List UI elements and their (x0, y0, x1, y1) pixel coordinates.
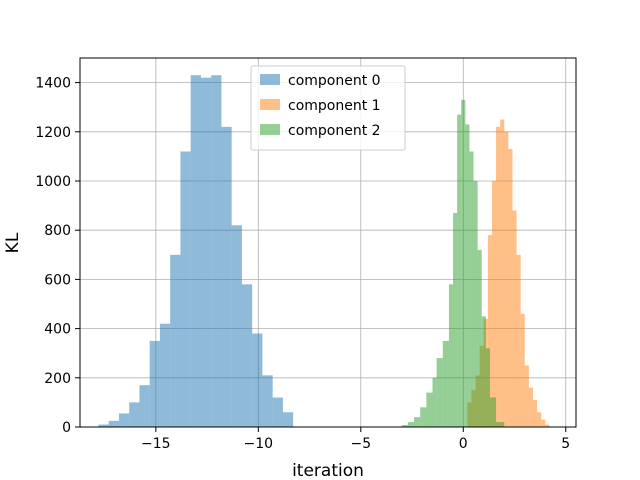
histogram-bar (129, 402, 140, 427)
histogram-bar (407, 422, 415, 427)
legend-swatch (260, 74, 280, 85)
histogram-bar (465, 124, 470, 428)
histogram-bar (401, 425, 408, 427)
histogram-bar (432, 377, 437, 427)
histogram-bar (491, 181, 497, 427)
y-tick-label: 1000 (35, 174, 71, 190)
x-tick-label: −15 (141, 436, 171, 452)
histogram-bar (477, 249, 482, 427)
y-tick-label: 800 (44, 223, 71, 239)
histogram-bar (485, 348, 490, 427)
histogram-bar (118, 413, 130, 427)
histogram-bar (516, 254, 521, 427)
histogram-bar (487, 235, 492, 427)
histogram-bar (414, 417, 421, 427)
histogram-bar (496, 422, 505, 427)
y-tick-label: 1200 (35, 125, 71, 141)
histogram-bar (528, 387, 533, 427)
histogram-bar (231, 225, 242, 427)
y-tick-label: 600 (44, 272, 71, 288)
histogram-bar (442, 340, 449, 427)
plot-frame (79, 57, 577, 428)
histogram-bar (496, 126, 501, 427)
histogram-bar (508, 149, 513, 427)
histogram-bar (473, 181, 478, 427)
histogram-bar (436, 358, 443, 427)
histogram-bars (98, 75, 550, 428)
histogram-bar (252, 333, 263, 427)
x-axis-label: iteration (292, 461, 364, 480)
x-tick-label: 5 (561, 436, 570, 452)
x-tick-label: −10 (244, 436, 274, 452)
histogram-bar (211, 75, 222, 427)
histogram-bar (520, 313, 525, 427)
histogram-bar (532, 399, 538, 427)
histogram-bar (537, 412, 542, 427)
histogram-bar (108, 420, 119, 427)
histogram-bar (448, 284, 454, 427)
legend-frame (250, 65, 406, 151)
legend-swatch (260, 99, 280, 110)
x-tick-label: −5 (350, 436, 371, 452)
histogram-bar (190, 75, 201, 427)
histogram-bar (457, 114, 462, 427)
legend-label: component 2 (288, 123, 381, 139)
legend-swatch (260, 124, 280, 135)
histogram-bar (426, 392, 433, 427)
legend-label: component 0 (288, 73, 381, 89)
histogram-bar (170, 254, 181, 427)
y-tick-label: 200 (44, 371, 71, 387)
x-tick-label: 0 (459, 436, 468, 452)
histogram-bar (512, 210, 517, 427)
y-tick-label: 1400 (35, 76, 71, 92)
histogram-bar (461, 99, 466, 427)
y-axis-label: KL (3, 232, 23, 253)
histogram-bar (453, 212, 458, 427)
histogram-bar (272, 397, 283, 427)
histogram-bar (481, 316, 486, 427)
histogram-bar (180, 151, 191, 428)
y-tick-label: 400 (44, 322, 71, 338)
histogram-bar (420, 407, 427, 427)
histogram-bar (541, 419, 546, 427)
histogram-bar (139, 385, 150, 427)
histogram-bar (98, 424, 109, 427)
histogram-bar (524, 365, 529, 427)
y-tick-label: 0 (62, 420, 71, 436)
histogram-bar (221, 126, 232, 427)
axis-ticks: −15 −10 −5 0 5 0 200 400 600 800 1000 1200 1400 (35, 76, 570, 452)
histogram-bar (200, 77, 212, 428)
legend-label: component 1 (288, 98, 381, 114)
histogram-bar (241, 284, 253, 427)
histogram-bar (149, 340, 160, 427)
histogram-bar (262, 375, 273, 427)
legend: component 0 component 1 component 2 (250, 65, 406, 151)
histogram-bar (469, 151, 474, 428)
histogram-bar (545, 424, 550, 427)
histogram-bar (504, 131, 509, 428)
histogram-bar (159, 323, 171, 427)
histogram-bar (282, 412, 294, 427)
histogram-bar (500, 119, 505, 427)
histogram-bar (489, 397, 497, 427)
series-2-bars (393, 99, 505, 428)
series-0-bars (98, 75, 294, 428)
